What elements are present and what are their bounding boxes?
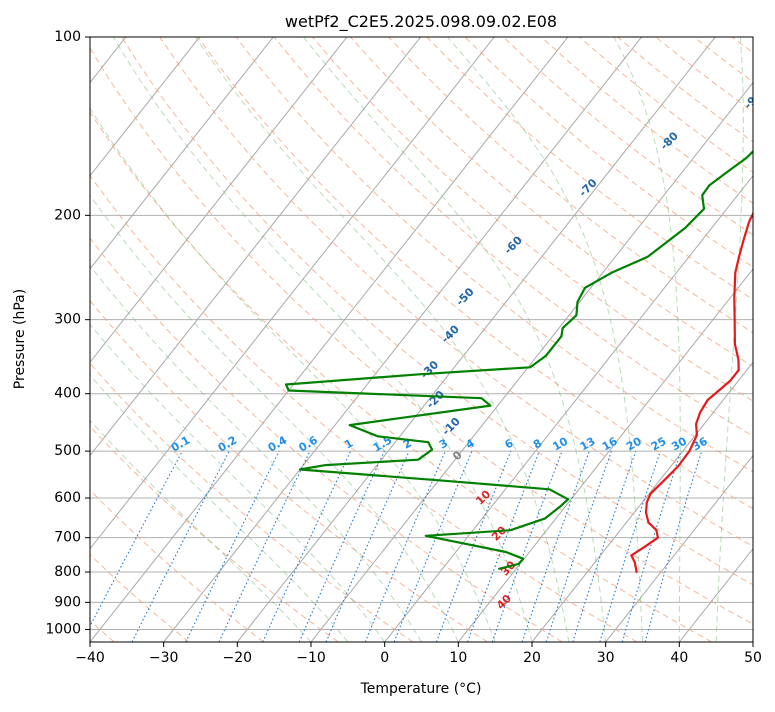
x-tick-label: −10 [296,650,326,666]
y-tick-label: 700 [54,530,81,546]
y-tick-label: 100 [54,29,81,45]
chart-title: wetPf2_C2E5.2025.098.09.02.E08 [285,12,557,32]
y-tick-label: 900 [54,594,81,610]
y-tick-label: 200 [54,207,81,223]
x-axis-label: Temperature (°C) [360,681,482,697]
y-tick-label: 400 [54,386,81,402]
x-tick-label: 10 [449,650,467,666]
x-tick-label: 0 [380,650,389,666]
x-tick-label: 40 [670,650,688,666]
x-tick-label: −20 [223,650,253,666]
y-tick-label: 300 [54,312,81,328]
y-tick-label: 500 [54,443,81,459]
x-tick-label: 20 [523,650,541,666]
x-tick-label: 50 [744,650,762,666]
y-axis-label: Pressure (hPa) [12,289,28,389]
x-tick-label: −30 [149,650,179,666]
x-tick-label: −40 [75,650,105,666]
y-tick-label: 800 [54,564,81,580]
y-tick-label: 600 [54,490,81,506]
y-tick-label: 1000 [45,621,81,637]
x-tick-label: 30 [597,650,615,666]
